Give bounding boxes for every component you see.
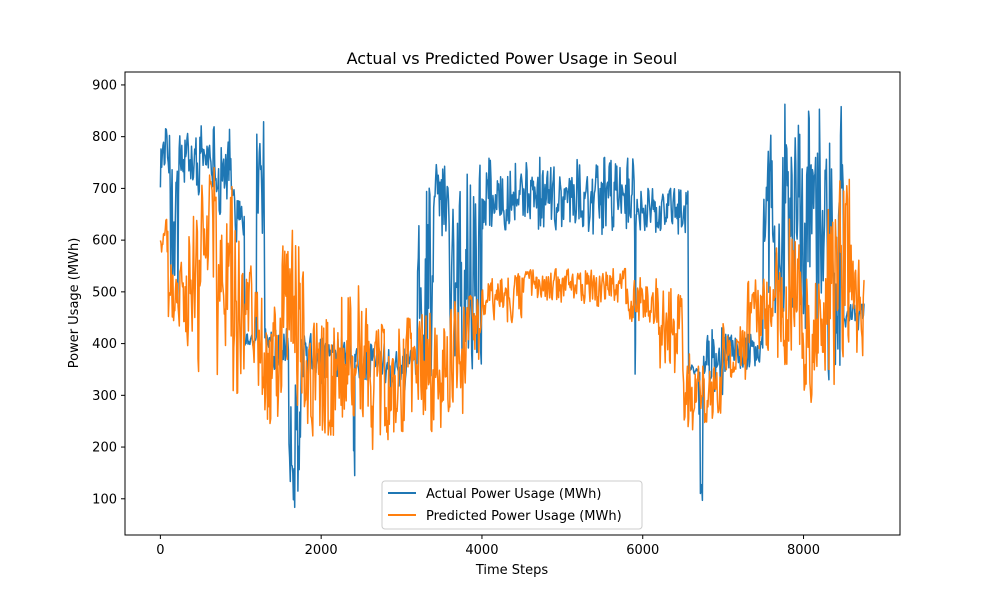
actual-usage-line [159,103,865,509]
plot-frame [124,71,901,536]
x-axis-label: Time Steps [475,563,549,578]
y-tick-label: 800 [92,130,117,145]
y-tick-label: 100 [92,492,117,507]
y-axis-ticks: 100 200 300 400 500 600 700 800 900 [92,78,125,507]
y-tick-label: 600 [92,234,117,249]
x-tick-label: 2000 [305,543,338,558]
x-tick-label: 8000 [787,543,820,558]
y-tick-label: 200 [92,441,117,456]
series-layer [159,103,865,509]
x-tick-label: 6000 [626,543,659,558]
chart-title: Actual vs Predicted Power Usage in Seoul [347,49,678,68]
legend-box [381,480,643,530]
y-tick-label: 900 [92,78,117,93]
predicted-usage-line [159,166,865,451]
x-tick-label: 4000 [465,543,498,558]
y-tick-label: 500 [92,285,117,300]
legend: Actual Power Usage (MWh) Predicted Power… [381,480,643,530]
x-axis-ticks: 0 2000 4000 6000 8000 [156,535,820,558]
y-axis-label: Power Usage (MWh) [67,238,82,369]
y-tick-label: 300 [92,389,117,404]
legend-label-predicted: Predicted Power Usage (MWh) [426,509,622,524]
y-tick-label: 700 [92,182,117,197]
x-tick-label: 0 [156,543,164,558]
y-tick-label: 400 [92,337,117,352]
legend-label-actual: Actual Power Usage (MWh) [426,487,601,502]
